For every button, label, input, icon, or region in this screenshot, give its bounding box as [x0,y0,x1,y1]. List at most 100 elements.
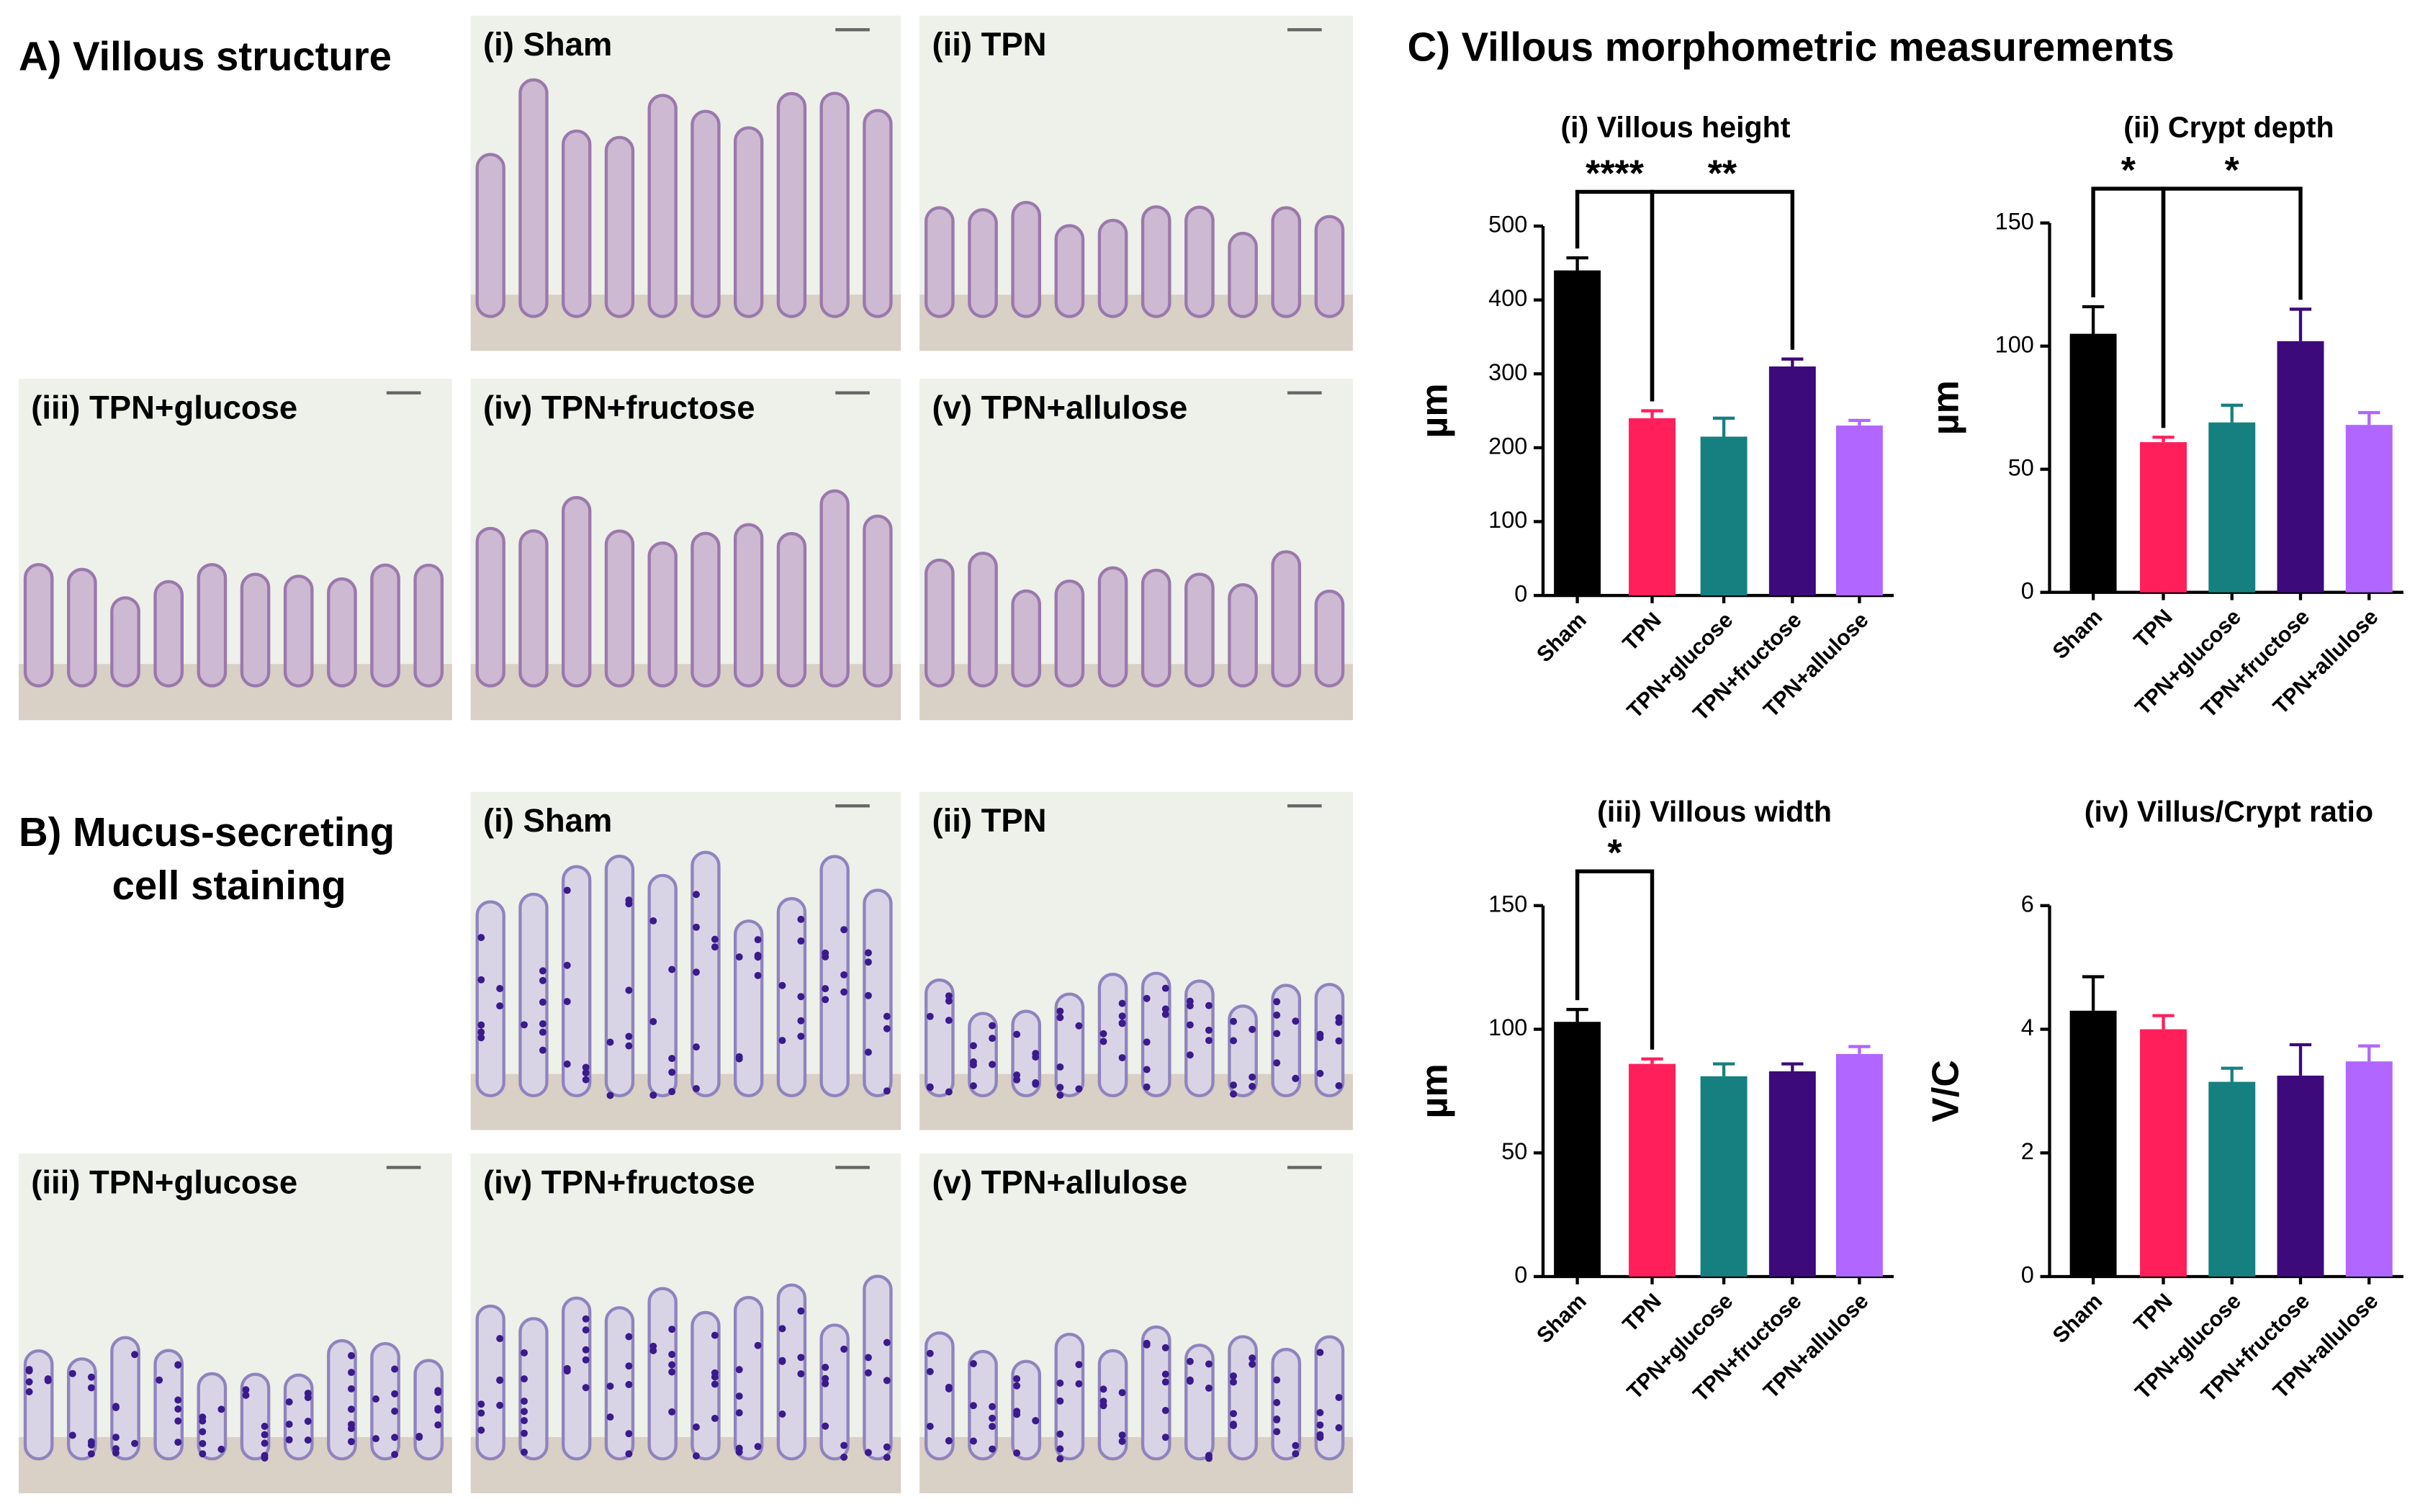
villus [604,855,635,1098]
micrograph: (i) Sham [470,791,901,1130]
goblet-cell [539,998,547,1006]
x-tick-label: TPN [2130,1290,2177,1337]
villus [604,135,635,318]
goblet-cell [1118,1437,1126,1445]
panel-c-title: C) Villous morphometric measurements [1408,24,2175,69]
goblet-cell [989,1061,997,1068]
goblet-cell [668,1068,676,1076]
panel-b-title: B) Mucus-secreting [19,809,395,855]
goblet-cell [582,1384,590,1392]
goblet-cell [582,1069,590,1077]
goblet-cell [496,1377,504,1385]
villus [647,873,678,1098]
goblet-cell [926,1083,934,1091]
goblet-cell [754,971,762,979]
villus [733,1295,764,1461]
scale-bar [386,391,421,395]
goblet-cell [391,1434,399,1441]
goblet-cell [1230,1410,1237,1418]
goblet-cell [864,958,872,966]
goblet-cell [1143,1083,1151,1091]
micrograph: (ii) TPN [919,791,1353,1130]
goblet-cell [521,1398,528,1405]
villus [691,531,721,688]
goblet-cell [112,1434,120,1441]
y-tick-label: 6 [2021,891,2034,917]
x-tick-label: TPN [1619,1290,1666,1337]
goblet-cell [1161,1010,1169,1018]
goblet-cell [131,1439,139,1447]
goblet-cell [754,953,762,961]
goblet-cell [1335,1393,1343,1401]
villus [413,563,444,688]
scale-bar [1287,1166,1322,1169]
goblet-cell [1230,1037,1237,1045]
goblet-cell [391,1408,399,1415]
goblet-cell [1056,1084,1064,1092]
goblet-cell [822,1374,829,1382]
goblet-cell [778,1037,786,1045]
goblet-cell [668,1088,676,1096]
goblet-cell [1249,1360,1256,1368]
goblet-cell [521,1375,528,1383]
goblet-cell [1099,1030,1107,1038]
goblet-cell [391,1451,399,1459]
scale-bar [835,1166,870,1169]
y-tick-label: 200 [1488,433,1527,459]
goblet-cell [797,1032,805,1040]
goblet-cell [1249,1025,1256,1033]
goblet-cell [1118,1389,1126,1397]
goblet-cell [840,1441,848,1449]
goblet-cell [989,1423,997,1431]
goblet-cell [1249,1073,1256,1081]
goblet-cell [1118,1012,1126,1020]
goblet-cell [539,967,547,975]
goblet-cell [840,971,848,978]
goblet-cell [1118,1054,1126,1062]
bar [2345,425,2393,593]
goblet-cell [434,1387,442,1395]
goblet-cell [1205,1384,1213,1392]
goblet-cell [945,1437,953,1445]
goblet-cell [1056,1014,1064,1022]
bar [1835,426,1883,596]
goblet-cell [989,1035,997,1043]
goblet-cell [1316,1069,1324,1077]
goblet-cell [778,1356,786,1364]
chart-title: (iv) Villus/Crypt ratio [2085,795,2373,828]
goblet-cell [477,1426,485,1434]
goblet-cell [754,1341,762,1349]
goblet-cell [1273,1011,1281,1019]
goblet-cell [261,1431,269,1439]
goblet-cell [347,1405,355,1413]
micrograph: (ii) TPN [919,15,1353,351]
villus [968,1349,998,1461]
goblet-cell [1056,1430,1064,1438]
panel-b-title: cell staining [112,863,346,908]
goblet-cell [521,1349,528,1356]
y-tick-label: 150 [1995,208,2034,234]
goblet-cell [477,1028,485,1036]
bar [2277,341,2324,593]
goblet-cell [668,1351,676,1359]
goblet-cell [1230,1372,1237,1380]
bar [1700,1076,1748,1277]
goblet-cell [1273,1376,1281,1384]
goblet-cell [797,1017,805,1025]
villus [475,526,505,688]
bar [1629,1063,1676,1277]
goblet-cell [347,1385,355,1392]
goblet-cell [1032,1050,1040,1058]
goblet-cell [711,1331,719,1339]
goblet-cell [1273,1030,1281,1038]
bar [1554,270,1601,596]
significance-bracket [1650,189,1795,402]
goblet-cell [606,1092,614,1099]
goblet-cell [261,1423,269,1430]
bar [1629,418,1676,596]
micrograph-label: (i) Sham [483,802,612,839]
goblet-cell [735,1055,743,1063]
goblet-cell [1143,1341,1151,1349]
